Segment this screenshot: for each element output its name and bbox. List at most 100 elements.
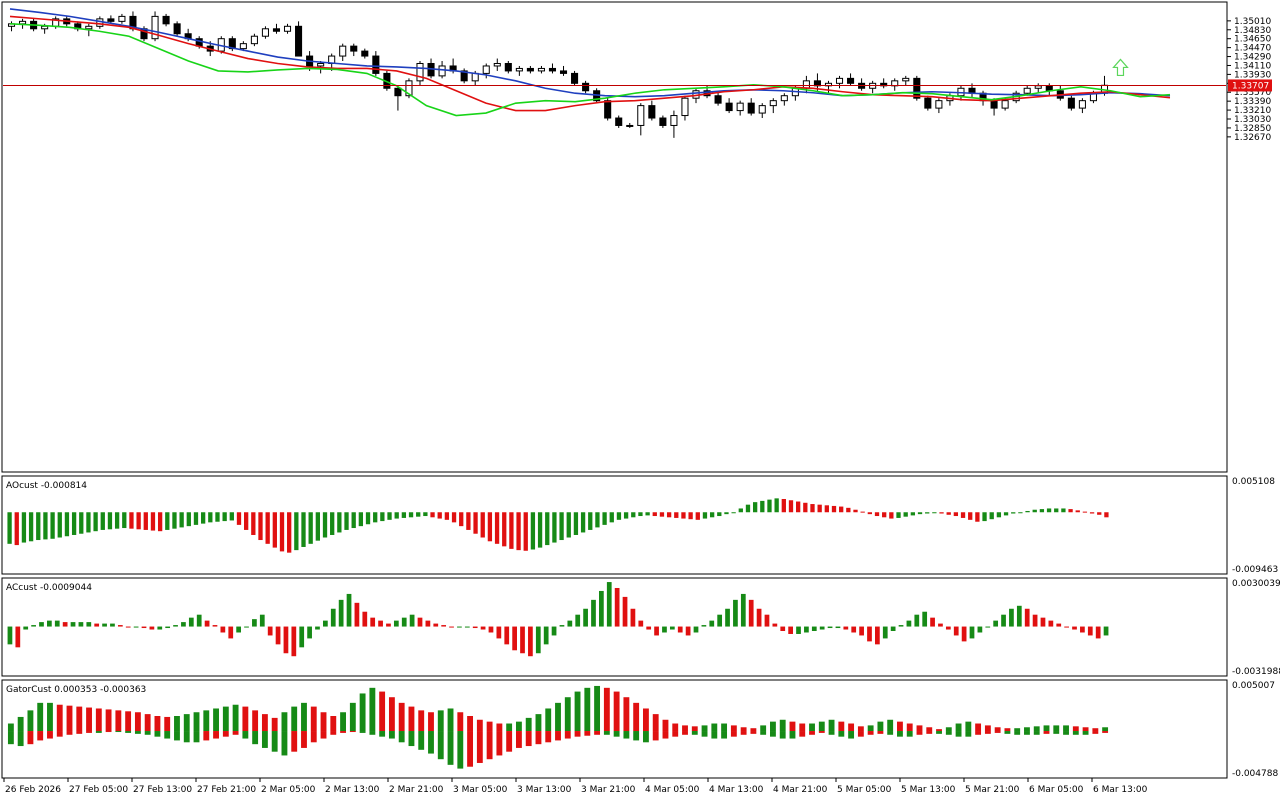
histogram-bar bbox=[36, 512, 41, 541]
histogram-bar bbox=[193, 731, 200, 743]
ao-pane[interactable] bbox=[1, 475, 1228, 575]
histogram-bar bbox=[721, 723, 728, 732]
histogram-bar bbox=[809, 723, 815, 732]
histogram-bar bbox=[102, 623, 107, 627]
histogram-bar bbox=[717, 512, 722, 517]
gator-max-label: 0.005007 bbox=[1232, 681, 1275, 691]
histogram-bar bbox=[394, 512, 399, 519]
histogram-bar bbox=[459, 512, 464, 527]
histogram-bar bbox=[685, 626, 691, 636]
histogram-bar bbox=[496, 626, 502, 639]
histogram-bar bbox=[244, 512, 249, 530]
histogram-bar bbox=[606, 582, 612, 627]
histogram-bar bbox=[926, 731, 933, 734]
histogram-bar bbox=[916, 725, 923, 732]
histogram-bar bbox=[994, 731, 1001, 733]
candle-body bbox=[769, 100, 777, 107]
candle bbox=[295, 21, 303, 57]
histogram-bar bbox=[809, 731, 815, 735]
candle-body bbox=[913, 77, 921, 99]
histogram-bar bbox=[136, 512, 141, 530]
histogram-bar bbox=[47, 620, 52, 627]
candle bbox=[780, 93, 788, 106]
histogram-bar bbox=[57, 512, 62, 538]
histogram-bar bbox=[115, 731, 122, 733]
histogram-bar bbox=[613, 731, 620, 737]
histogram-bar bbox=[418, 731, 425, 750]
histogram-bar bbox=[887, 719, 894, 732]
histogram-bar bbox=[330, 608, 336, 627]
histogram-bar bbox=[14, 512, 19, 546]
histogram-bar bbox=[906, 620, 912, 627]
histogram-bar bbox=[387, 512, 392, 520]
histogram-bar bbox=[515, 731, 522, 748]
histogram-bar bbox=[788, 626, 793, 634]
histogram-bar bbox=[555, 702, 561, 732]
candle-body bbox=[41, 25, 49, 30]
histogram-bar bbox=[730, 731, 737, 737]
histogram-bar bbox=[779, 731, 786, 739]
histogram-bar bbox=[1104, 512, 1109, 518]
histogram-bar bbox=[349, 702, 356, 732]
histogram-bar bbox=[945, 727, 952, 732]
price-tick-label: 1.34290 bbox=[1234, 53, 1271, 63]
ac-pane[interactable] bbox=[1, 577, 1228, 677]
candle bbox=[847, 73, 855, 86]
histogram-bar bbox=[530, 512, 536, 550]
histogram-bar bbox=[681, 512, 686, 519]
histogram-bar bbox=[633, 731, 640, 741]
histogram-bar bbox=[796, 626, 801, 634]
histogram-bar bbox=[76, 706, 83, 732]
histogram-bar bbox=[535, 626, 541, 654]
histogram-bar bbox=[21, 512, 27, 543]
candle-body bbox=[261, 28, 269, 37]
histogram-bar bbox=[968, 512, 973, 520]
histogram-bar bbox=[672, 723, 679, 732]
histogram-bar bbox=[984, 731, 991, 734]
histogram-bar bbox=[750, 728, 757, 732]
histogram-bar bbox=[638, 620, 644, 627]
histogram-bar bbox=[528, 626, 533, 657]
main-pane[interactable] bbox=[1, 1, 1228, 473]
histogram-bar bbox=[738, 508, 743, 513]
candle-body bbox=[504, 62, 512, 72]
candle-body bbox=[659, 117, 667, 126]
histogram-bar bbox=[279, 512, 285, 552]
histogram-bar bbox=[1014, 731, 1021, 735]
histogram-bar bbox=[857, 731, 864, 737]
histogram-bar bbox=[141, 626, 147, 629]
histogram-bar bbox=[267, 626, 273, 636]
candle-body bbox=[1001, 100, 1009, 109]
histogram-bar bbox=[975, 512, 980, 522]
ao-title: AOcust -0.000814 bbox=[6, 481, 87, 491]
histogram-bar bbox=[760, 500, 765, 513]
candle bbox=[758, 103, 766, 119]
histogram-bar bbox=[251, 512, 256, 535]
histogram-bar bbox=[86, 622, 92, 627]
histogram-bar bbox=[1068, 509, 1073, 513]
histogram-bar bbox=[811, 626, 817, 632]
histogram-bar bbox=[594, 685, 601, 732]
candle bbox=[637, 103, 645, 136]
price-tick-label: 1.34830 bbox=[1234, 26, 1271, 36]
histogram-bar bbox=[193, 712, 200, 732]
time-tick-label: 4 Mar 21:00 bbox=[773, 785, 828, 795]
histogram-bar bbox=[810, 504, 815, 513]
histogram-bar bbox=[740, 727, 747, 732]
histogram-bar bbox=[580, 512, 586, 533]
histogram-bar bbox=[50, 512, 55, 539]
histogram-bar bbox=[222, 731, 229, 737]
histogram-bar bbox=[1053, 731, 1060, 734]
histogram-bar bbox=[1025, 510, 1030, 513]
histogram-bar bbox=[261, 714, 268, 732]
candle-body bbox=[250, 35, 258, 45]
candle bbox=[515, 65, 523, 76]
histogram-bar bbox=[701, 725, 708, 732]
histogram-bar bbox=[23, 626, 29, 630]
histogram-bar bbox=[1046, 508, 1052, 513]
histogram-bar bbox=[504, 626, 510, 645]
histogram-bar bbox=[875, 626, 880, 645]
histogram-bar bbox=[349, 731, 356, 733]
histogram-bar bbox=[125, 731, 132, 733]
